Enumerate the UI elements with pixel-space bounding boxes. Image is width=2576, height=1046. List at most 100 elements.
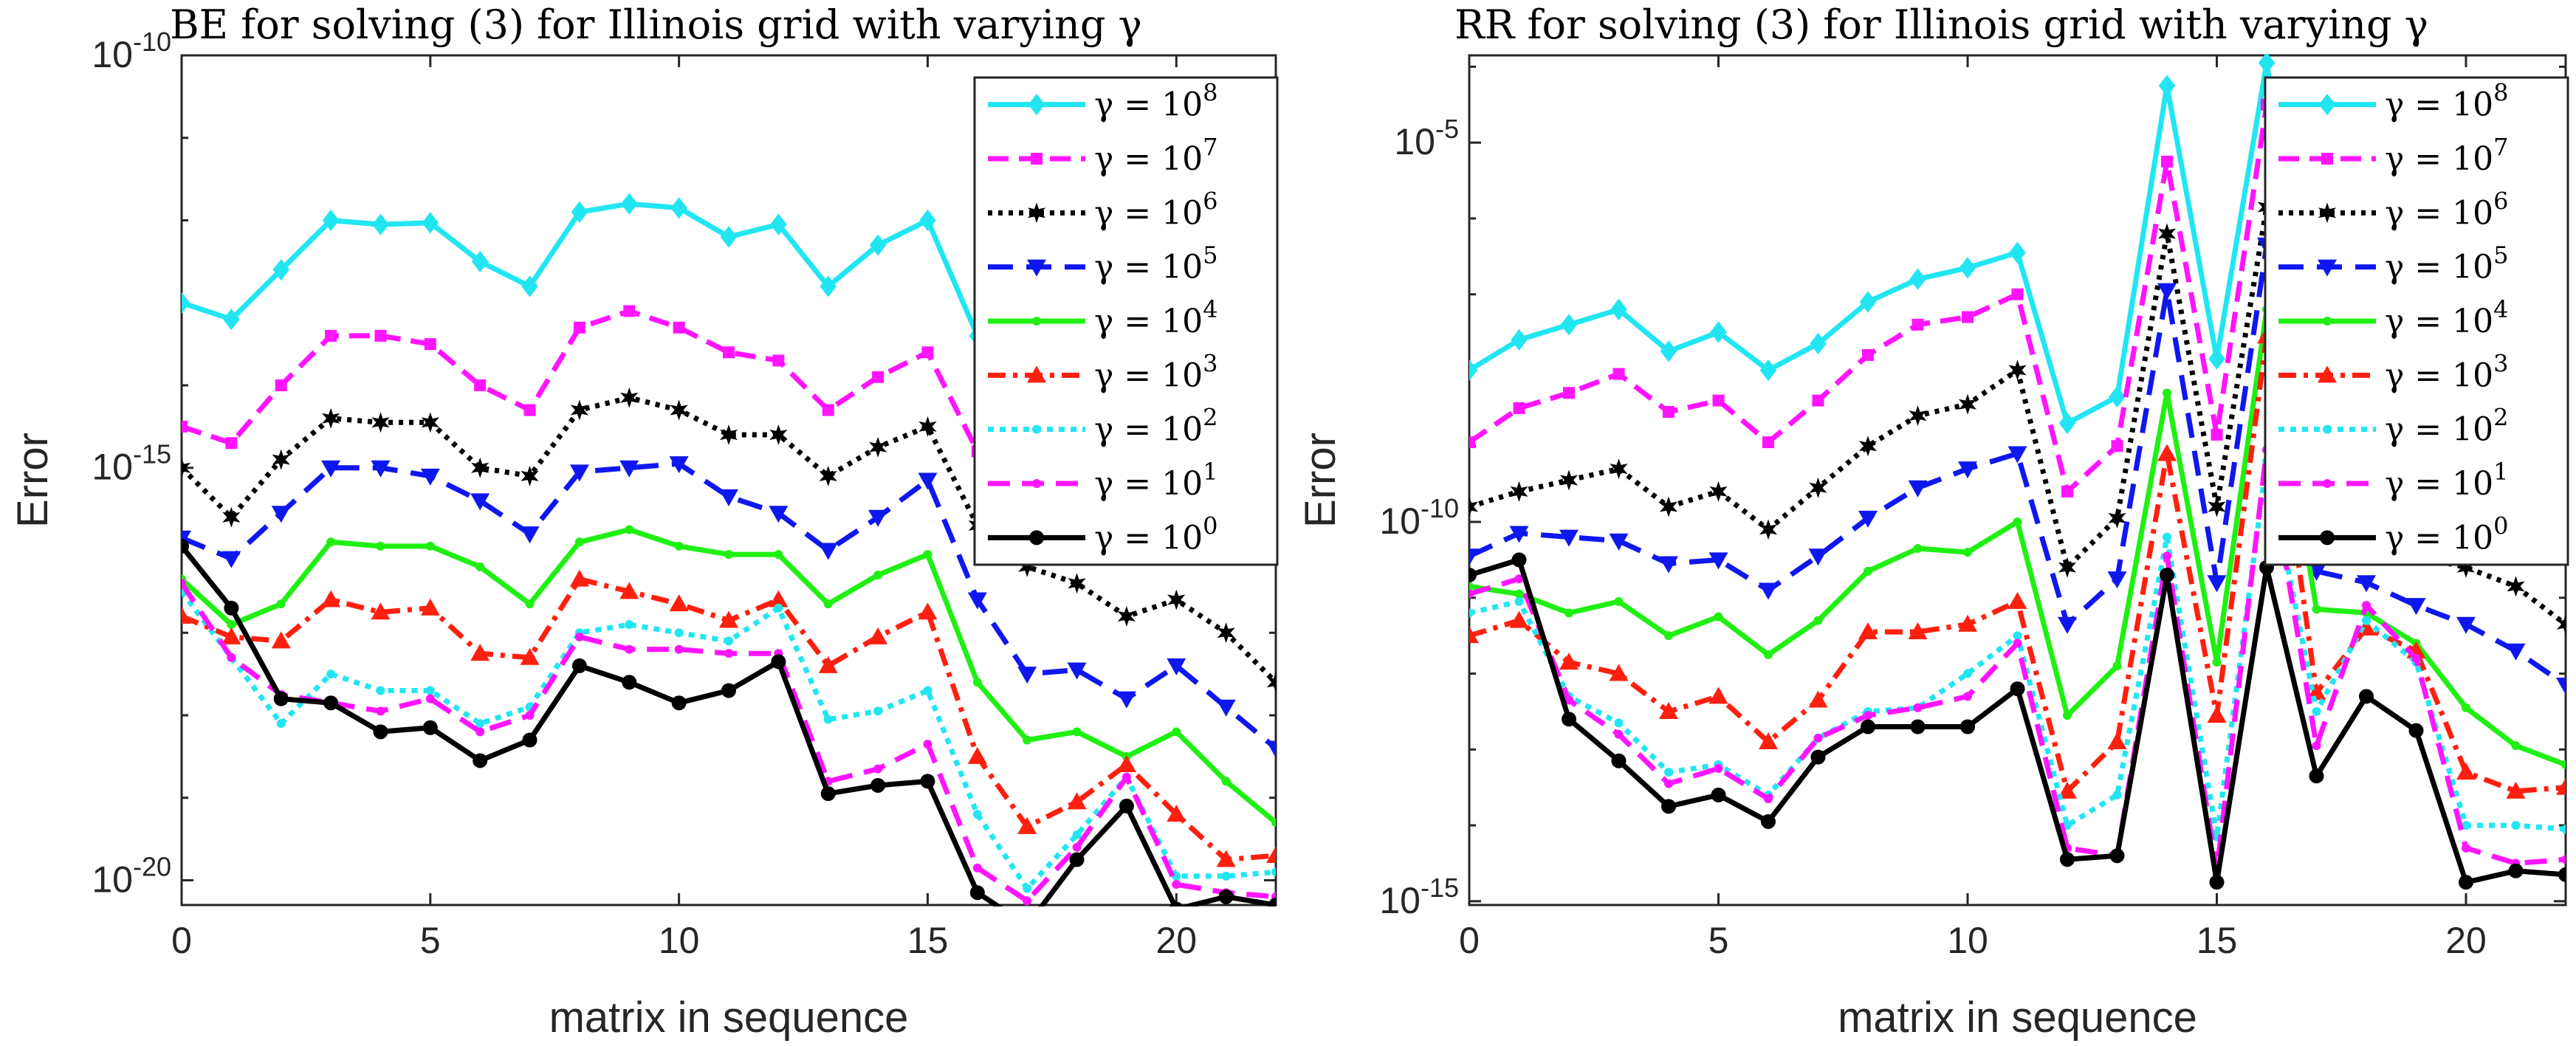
data-point bbox=[623, 305, 636, 317]
data-point bbox=[2309, 768, 2324, 784]
data-point bbox=[1069, 852, 1085, 867]
data-point bbox=[1710, 321, 1727, 343]
data-point bbox=[2111, 440, 2123, 453]
data-point bbox=[923, 550, 932, 560]
data-point bbox=[1072, 830, 1082, 840]
data-point bbox=[2207, 706, 2227, 723]
data-point bbox=[1609, 664, 1629, 681]
data-point bbox=[474, 379, 487, 391]
legend-marker bbox=[2318, 259, 2337, 277]
data-point bbox=[2211, 428, 2223, 441]
data-point bbox=[1614, 729, 1624, 739]
data-point bbox=[1221, 777, 1231, 786]
data-point bbox=[1663, 406, 1675, 419]
data-point bbox=[525, 599, 535, 609]
data-point bbox=[276, 719, 286, 729]
data-point bbox=[471, 457, 490, 478]
data-point bbox=[522, 732, 537, 748]
data-point bbox=[222, 506, 241, 528]
data-point bbox=[1560, 314, 1578, 336]
x-tick-label: 0 bbox=[1459, 920, 1480, 961]
data-point bbox=[1023, 884, 1032, 893]
data-point bbox=[1959, 257, 1976, 279]
legend-label: γ = 103 bbox=[1094, 349, 1217, 394]
data-point bbox=[972, 863, 982, 873]
data-point bbox=[325, 329, 337, 342]
data-point bbox=[625, 644, 634, 654]
legend-entry: γ = 100 bbox=[988, 512, 1217, 557]
data-point bbox=[2307, 683, 2326, 701]
legend-entry: γ = 106 bbox=[988, 187, 1217, 232]
legend-label: γ = 101 bbox=[1094, 458, 1217, 503]
data-point bbox=[2406, 598, 2426, 616]
data-point bbox=[1963, 548, 1972, 557]
x-tick-label: 0 bbox=[171, 920, 192, 961]
x-tick-label: 5 bbox=[1708, 920, 1729, 961]
data-point bbox=[425, 541, 435, 551]
data-point bbox=[227, 620, 236, 630]
data-point bbox=[275, 379, 287, 391]
data-point bbox=[2109, 848, 2125, 864]
data-point bbox=[671, 695, 687, 711]
be-chart-panel: BE for solving (3) for Illinois grid wit… bbox=[9, 1, 1279, 1042]
data-point bbox=[920, 774, 935, 789]
data-point bbox=[2013, 517, 2022, 527]
data-point bbox=[2109, 385, 2126, 408]
data-point bbox=[820, 275, 837, 297]
data-point bbox=[2556, 777, 2566, 795]
data-point bbox=[1018, 556, 1037, 577]
legend: γ = 108 γ = 107 γ = 106 γ = 105 γ = 104 γ = 1… bbox=[2264, 76, 2569, 566]
series-line bbox=[182, 461, 1276, 751]
data-point bbox=[182, 420, 188, 433]
data-point bbox=[2007, 446, 2027, 464]
data-point bbox=[1216, 850, 1236, 867]
data-point bbox=[1813, 733, 1823, 743]
data-point bbox=[1714, 612, 1723, 622]
data-point bbox=[1908, 480, 1928, 498]
data-point bbox=[870, 777, 886, 793]
data-point bbox=[2456, 763, 2476, 780]
data-point bbox=[1511, 328, 1528, 351]
data-point bbox=[818, 656, 838, 673]
data-point bbox=[724, 636, 733, 646]
data-point bbox=[1664, 779, 1673, 788]
legend-entry: γ = 102 bbox=[2278, 404, 2508, 449]
data-point bbox=[470, 493, 490, 511]
data-point bbox=[869, 436, 887, 458]
series-6 bbox=[182, 387, 1276, 693]
legend-marker bbox=[2321, 153, 2333, 165]
legend-entry: γ = 106 bbox=[2278, 187, 2508, 232]
data-point bbox=[1612, 368, 1625, 380]
data-point bbox=[1514, 596, 1524, 606]
legend-entry: γ = 100 bbox=[2278, 512, 2508, 557]
data-point bbox=[1864, 566, 1872, 576]
data-point bbox=[1709, 481, 1728, 502]
legend-entry: γ = 103 bbox=[988, 349, 1217, 394]
data-point bbox=[2408, 723, 2424, 738]
data-point bbox=[326, 537, 336, 547]
data-point bbox=[1963, 692, 1972, 701]
data-point bbox=[376, 541, 385, 551]
data-point bbox=[972, 810, 982, 819]
legend-marker bbox=[1027, 365, 1046, 383]
data-point bbox=[1017, 816, 1037, 834]
data-point bbox=[221, 627, 241, 644]
data-point bbox=[182, 606, 191, 624]
data-point bbox=[674, 541, 684, 551]
data-point bbox=[1469, 608, 1474, 618]
data-point bbox=[223, 308, 240, 331]
data-point bbox=[373, 724, 388, 740]
data-point bbox=[1659, 701, 1678, 719]
data-point bbox=[1963, 669, 1972, 678]
data-point bbox=[621, 193, 638, 215]
data-point bbox=[1562, 712, 1576, 727]
data-point bbox=[2456, 616, 2476, 634]
data-point bbox=[574, 537, 584, 547]
data-point bbox=[1858, 510, 1878, 528]
data-point bbox=[1614, 596, 1624, 606]
data-point bbox=[271, 631, 291, 649]
data-point bbox=[1614, 718, 1624, 728]
data-point bbox=[872, 371, 885, 383]
data-point bbox=[1659, 556, 1678, 574]
